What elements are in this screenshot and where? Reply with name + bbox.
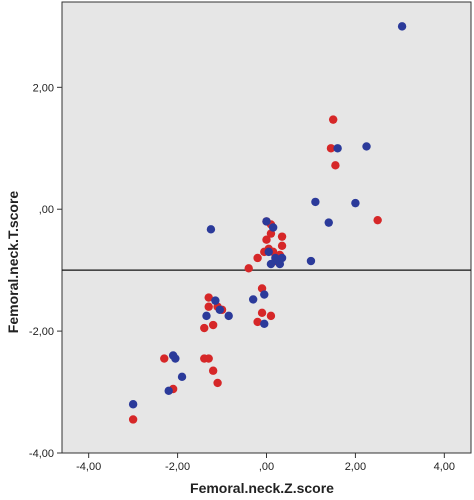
data-point xyxy=(268,223,278,232)
y-tick-label: 2,00 xyxy=(33,82,54,94)
data-point xyxy=(351,198,360,208)
data-point xyxy=(262,235,271,244)
data-point xyxy=(277,253,287,263)
axis-ticks: -4,00 -2,00 ,00 2,00 4,00 -4,00 -2,00 ,00 2,00 xyxy=(29,82,455,473)
data-point xyxy=(373,215,382,225)
data-point xyxy=(204,302,213,311)
data-point xyxy=(324,218,333,227)
x-tick-label: ,00 xyxy=(259,461,274,473)
data-point xyxy=(397,22,407,31)
data-point xyxy=(204,354,213,363)
data-point xyxy=(211,296,220,305)
y-tick-label: -4,00 xyxy=(29,448,54,460)
data-point xyxy=(253,253,262,263)
data-point xyxy=(177,372,187,382)
data-point xyxy=(224,311,233,321)
data-point xyxy=(306,256,316,266)
data-point xyxy=(160,354,169,363)
y-axis-title: Femoral.neck.T.score xyxy=(5,191,21,334)
x-tick-label: 4,00 xyxy=(434,461,455,473)
data-point xyxy=(253,317,262,327)
data-points xyxy=(128,22,407,424)
data-point xyxy=(277,232,287,241)
data-point xyxy=(171,354,180,363)
data-point xyxy=(257,308,267,318)
data-point xyxy=(208,366,218,375)
data-point xyxy=(333,144,342,153)
data-point xyxy=(260,319,269,328)
data-point xyxy=(331,161,340,170)
data-point xyxy=(248,295,258,304)
data-point xyxy=(213,378,222,388)
data-point xyxy=(128,400,138,409)
data-point xyxy=(266,259,276,269)
data-point xyxy=(311,197,320,207)
y-tick-label: ,00 xyxy=(39,204,54,216)
data-point xyxy=(244,264,253,273)
data-point xyxy=(277,241,287,250)
x-tick-label: -2,00 xyxy=(165,461,190,473)
data-point xyxy=(202,311,211,321)
data-point xyxy=(264,247,273,257)
data-point xyxy=(164,386,173,396)
x-tick-label: -4,00 xyxy=(76,461,101,473)
data-point xyxy=(128,415,138,424)
data-point xyxy=(260,290,269,299)
data-point xyxy=(204,293,213,302)
data-point xyxy=(200,323,209,333)
data-point xyxy=(362,142,371,151)
data-point xyxy=(266,311,276,321)
data-point xyxy=(262,217,271,226)
y-tick-label: -2,00 xyxy=(29,326,54,338)
plot-area xyxy=(61,1,472,454)
data-point xyxy=(208,320,218,330)
x-tick-label: 2,00 xyxy=(345,461,366,473)
data-point xyxy=(328,115,338,124)
data-point xyxy=(326,144,336,153)
x-axis-title: Femoral.neck.Z.score xyxy=(190,480,334,496)
data-point xyxy=(206,225,216,234)
data-point xyxy=(215,305,225,314)
